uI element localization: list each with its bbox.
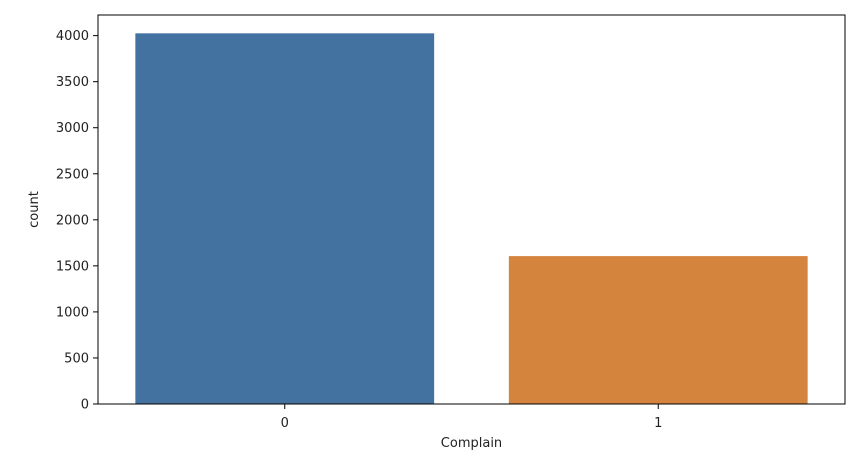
y-tick-label: 2500	[56, 167, 89, 182]
y-tick-label: 1000	[56, 305, 89, 320]
y-tick-label: 2000	[56, 213, 89, 228]
bar-1	[508, 256, 808, 404]
x-tick-label: 0	[281, 416, 289, 431]
bars-layer	[135, 33, 808, 404]
x-axis-label: Complain	[441, 436, 502, 451]
y-tick-label: 500	[64, 351, 89, 366]
y-axis-ticks: 0 500 1000 1500 2000 2500 3000 3500 4000	[56, 29, 98, 413]
y-tick-label: 0	[81, 398, 89, 413]
y-tick-label: 3000	[56, 121, 89, 136]
y-axis-label: count	[27, 191, 42, 228]
axes-layer	[97, 14, 846, 405]
plot-frame	[97, 14, 846, 405]
bar-0	[135, 33, 435, 404]
x-tick-label: 1	[654, 416, 662, 431]
y-tick-label: 4000	[56, 29, 89, 44]
y-tick-label: 1500	[56, 259, 89, 274]
y-tick-label: 3500	[56, 75, 89, 90]
